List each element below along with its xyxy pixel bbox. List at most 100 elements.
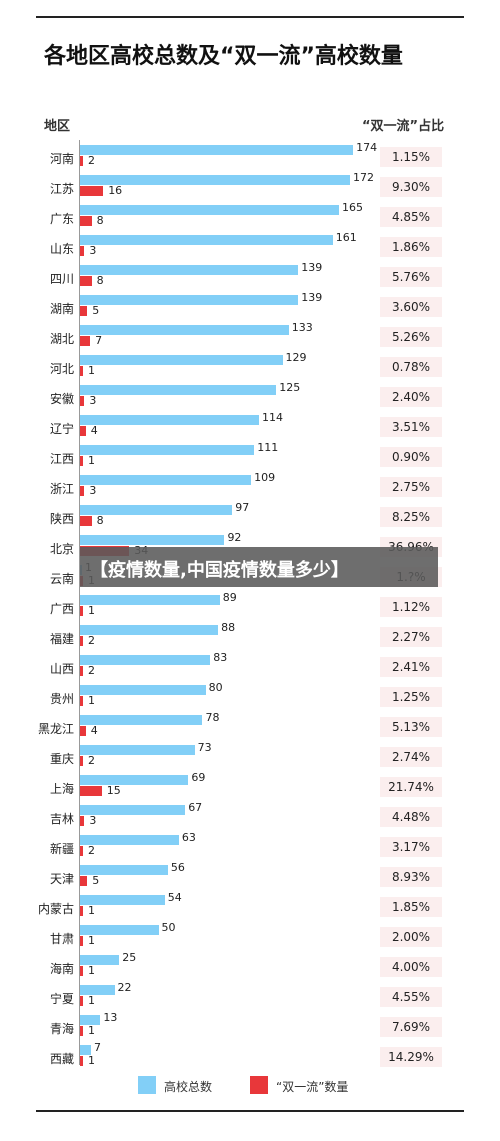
bar-total-label: 129 [285,351,307,364]
share-background [380,267,442,287]
chart-title: 各地区高校总数及“双一流”高校数量 [44,44,403,69]
bar-double-label: 1 [88,364,95,377]
share-background [380,657,442,677]
caption-overlay-text: 【疫情数量,中国疫情数量多少】 [90,560,349,581]
bar-double [80,306,88,316]
bar-double-label: 5 [92,304,100,317]
share-background [380,927,442,947]
region-label: 浙江 [49,482,74,496]
bar-double-label: 3 [89,484,97,497]
share-value: 2.00% [391,930,431,944]
bar-double [80,366,83,376]
share-background [380,747,442,767]
share-value: 5.76% [391,270,431,284]
bar-total-label: 97 [235,501,250,514]
bar-double [80,516,92,526]
bar-total-label: 67 [188,801,203,814]
bar-double-label: 2 [88,664,95,677]
bar-double [80,456,83,466]
share-background [380,1017,442,1037]
bar-total [80,445,255,455]
share-value: 5.13% [391,720,431,734]
region-label: 西藏 [49,1052,74,1066]
share-background [380,807,442,827]
region-label: 新疆 [49,842,74,856]
share-value: 4.48% [391,810,431,824]
bar-total-label: 63 [181,831,196,844]
bar-total-label: 111 [257,441,279,454]
share-background [380,687,442,707]
bar-total [80,865,168,875]
top-rule [36,16,464,18]
bar-total-label: 80 [208,681,223,694]
bar-total-label: 73 [197,741,212,754]
bar-total [80,925,159,935]
bar-total-label: 13 [103,1011,118,1024]
region-label: 内蒙古 [37,902,74,916]
region-label: 陕西 [49,512,74,526]
bar-total [80,595,220,605]
bar-total-label: 54 [167,891,182,904]
share-value: 21.74% [388,780,434,794]
bar-double-label: 8 [96,274,104,287]
bar-double [80,156,83,166]
share-value: 0.78% [391,360,431,374]
share-background [380,447,442,467]
bar-double [80,606,83,616]
bar-total [80,805,186,815]
bar-total-label: 114 [261,411,283,424]
bar-total [80,205,340,215]
share-background [380,777,442,797]
region-label: 湖北 [49,332,74,346]
bar-double [80,756,83,766]
bar-double [80,846,83,856]
bar-total-label: 133 [291,321,313,334]
bar-total-label: 174 [356,141,378,154]
region-label: 福建 [49,632,74,646]
share-background [380,957,442,977]
bar-double-label: 1 [88,694,95,707]
share-background [380,177,442,197]
region-label: 江苏 [49,182,74,196]
region-label: 四川 [49,272,74,286]
region-label: 甘肃 [49,932,74,946]
bar-total [80,655,211,665]
bar-total-label: 83 [213,651,228,664]
bar-total [80,265,299,275]
share-value: 2.74% [391,750,431,764]
bar-total [80,835,179,845]
bar-double-label: 16 [108,184,123,197]
share-value: 1.85% [391,900,431,914]
bar-total [80,745,195,755]
bar-double-label: 2 [88,754,95,767]
region-label: 北京 [49,542,74,556]
bar-total [80,415,259,425]
region-label: 黑龙江 [37,722,74,736]
share-value: 4.55% [391,990,431,1004]
bar-total [80,985,115,995]
caption-overlay [80,547,438,587]
bar-total-label: 165 [342,201,364,214]
bar-double-label: 3 [89,244,97,257]
region-label: 山东 [49,242,74,256]
share-value: 14.29% [388,1050,434,1064]
bar-total [80,235,333,245]
bar-total [80,535,225,545]
bar-double-label: 1 [88,454,95,467]
share-value: 8.93% [391,870,431,884]
bar-double [80,426,86,436]
bar-total-label: 161 [335,231,357,244]
bar-double [80,216,92,226]
bar-total-label: 89 [222,591,237,604]
bar-double-label: 7 [95,334,103,347]
share-value: 3.17% [391,840,431,854]
bar-double-label: 2 [88,154,95,167]
region-label: 宁夏 [49,992,74,1006]
region-label: 云南 [49,572,74,586]
bar-double [80,396,85,406]
bar-double [80,636,83,646]
legend-swatch-total [138,1076,156,1094]
region-label: 辽宁 [49,422,74,436]
share-value: 3.51% [391,420,431,434]
bar-double-label: 1 [88,1024,95,1037]
